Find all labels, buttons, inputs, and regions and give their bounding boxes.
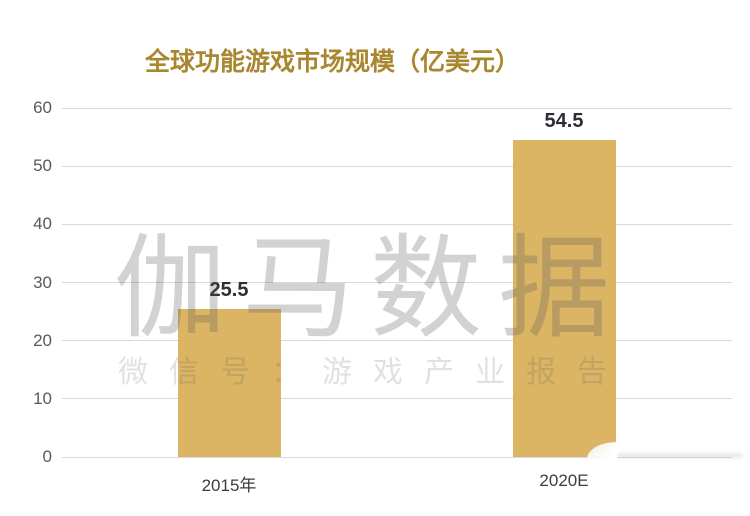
chart-title: 全球功能游戏市场规模（亿美元）	[145, 48, 521, 76]
gridline-y-30	[62, 282, 732, 283]
gridline-y-60	[62, 107, 732, 109]
page-curl-decoration	[586, 442, 617, 459]
y-axis-tick-label-0: 0	[42, 447, 52, 466]
bar-value-label: 25.5	[209, 278, 249, 301]
bar-2015年: 25.5	[177, 279, 281, 457]
y-axis-tick-label-20: 20	[33, 330, 52, 350]
baseline-smudge-artifact	[617, 453, 742, 458]
x-axis-label-2015年: 2015年	[201, 476, 257, 495]
gridline-y-50	[62, 165, 732, 167]
x-axis-label-2020E: 2020E	[539, 471, 589, 490]
gridline-y-10	[62, 398, 732, 400]
y-axis-tick-label-10: 10	[33, 388, 52, 408]
bar-value-label: 54.5	[544, 110, 584, 132]
gridline-y-20	[62, 340, 732, 342]
y-axis-tick-label-30: 30	[33, 272, 52, 292]
gridline-y-0	[62, 456, 732, 458]
bar-2020E: 54.5	[512, 110, 617, 459]
plot-area: 0 10 20 30 40 50 60 25.5 2015年 54.5 2020E	[33, 98, 732, 495]
y-axis-tick-label-60: 60	[33, 98, 52, 117]
y-axis-tick-label-40: 40	[33, 214, 52, 234]
y-axis-tick-label-50: 50	[33, 156, 52, 176]
gridline-y-40	[62, 223, 732, 225]
